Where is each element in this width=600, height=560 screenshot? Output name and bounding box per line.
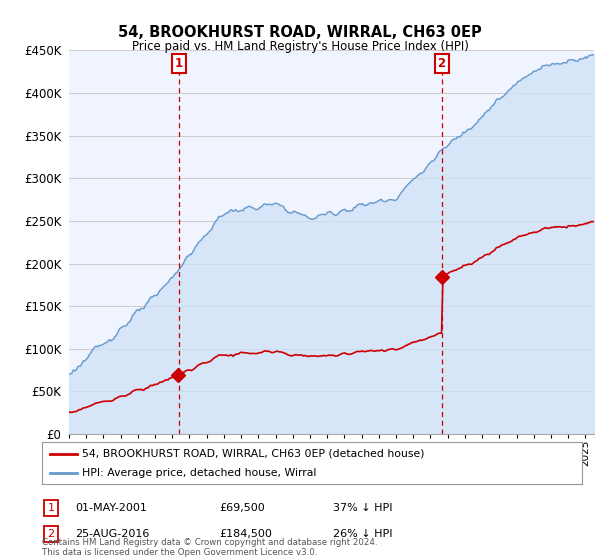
Text: 2: 2 xyxy=(47,529,55,539)
Text: 54, BROOKHURST ROAD, WIRRAL, CH63 0EP (detached house): 54, BROOKHURST ROAD, WIRRAL, CH63 0EP (d… xyxy=(83,449,425,459)
Text: £69,500: £69,500 xyxy=(219,503,265,513)
Text: 37% ↓ HPI: 37% ↓ HPI xyxy=(333,503,392,513)
Text: 25-AUG-2016: 25-AUG-2016 xyxy=(75,529,149,539)
Text: 2: 2 xyxy=(437,57,446,69)
Text: HPI: Average price, detached house, Wirral: HPI: Average price, detached house, Wirr… xyxy=(83,468,317,478)
Text: 54, BROOKHURST ROAD, WIRRAL, CH63 0EP: 54, BROOKHURST ROAD, WIRRAL, CH63 0EP xyxy=(118,25,482,40)
Text: 26% ↓ HPI: 26% ↓ HPI xyxy=(333,529,392,539)
Text: 1: 1 xyxy=(47,503,55,513)
Text: Price paid vs. HM Land Registry's House Price Index (HPI): Price paid vs. HM Land Registry's House … xyxy=(131,40,469,53)
Text: 01-MAY-2001: 01-MAY-2001 xyxy=(75,503,147,513)
Text: Contains HM Land Registry data © Crown copyright and database right 2024.
This d: Contains HM Land Registry data © Crown c… xyxy=(42,538,377,557)
Text: 1: 1 xyxy=(175,57,183,69)
Text: £184,500: £184,500 xyxy=(219,529,272,539)
